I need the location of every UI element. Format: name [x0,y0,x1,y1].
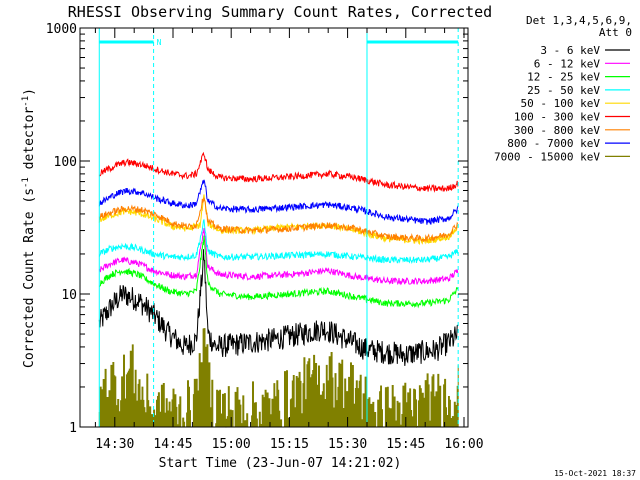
x-axis: 14:30 14:45 15:00 15:15 15:30 15:45 16:00 [94,28,484,452]
x-tick-label: 16:00 [444,437,483,452]
series-line-7000-15000keV [98,328,459,428]
x-tick-label: 15:00 [212,437,251,452]
series-line-25-50keV [98,219,459,264]
chart-title: RHESSI Observing Summary Count Rates, Co… [68,3,492,21]
y-tick-label: 10 [61,288,77,303]
series-line-3-6keV [98,249,459,366]
x-tick-label: 15:15 [270,437,309,452]
y-tick-label: 1000 [46,22,77,37]
legend-label: 25 - 50 keV [527,84,600,97]
legend-label: 800 - 7000 keV [507,137,600,150]
legend-header: Att 0 [599,26,632,39]
series-line-100-300keV [98,151,459,193]
y-axis-label-sup: -1 [21,177,31,188]
timestamp: 15-Oct-2021 18:37 [554,469,636,478]
series-line-800-7000keV [98,179,459,225]
plot-frame [79,27,469,428]
y-axis-label-sup: -1 [21,96,31,107]
series-line-50-100keV [98,194,459,245]
night-markers: N [98,28,459,427]
y-axis: 1 10 100 1000 [46,22,468,436]
y-tick-label: 100 [54,155,77,170]
x-axis-label: Start Time (23-Jun-07 14:21:02) [159,456,402,471]
y-axis-label: Corrected Count Rate (s-1 detector-1) [21,88,37,368]
x-tick-label: 15:45 [386,437,425,452]
series-line-6-12keV [98,228,459,286]
night-label: N [157,38,162,47]
series-line-12-25keV [98,235,459,309]
legend-label: 100 - 300 keV [514,111,600,124]
legend-label: 7000 - 15000 keV [494,150,600,163]
y-axis-label-part: Corrected Count Rate (s [22,188,37,368]
x-tick-label: 15:30 [328,437,367,452]
series-layer [98,151,459,428]
legend-label: 3 - 6 keV [540,44,600,57]
legend-label: 6 - 12 keV [534,57,601,70]
y-axis-label-part: ) [22,88,37,96]
legend-header: Det 1,3,4,5,6,9, [526,14,632,27]
series-line-300-800keV [98,197,459,243]
y-axis-label-part: detector [22,107,37,178]
legend-label: 50 - 100 keV [521,97,601,110]
legend-label: 12 - 25 keV [527,71,600,84]
x-tick-label: 14:45 [153,437,192,452]
y-tick-label: 1 [69,421,77,436]
x-tick-label: 14:30 [95,437,134,452]
legend-label: 300 - 800 keV [514,124,600,137]
